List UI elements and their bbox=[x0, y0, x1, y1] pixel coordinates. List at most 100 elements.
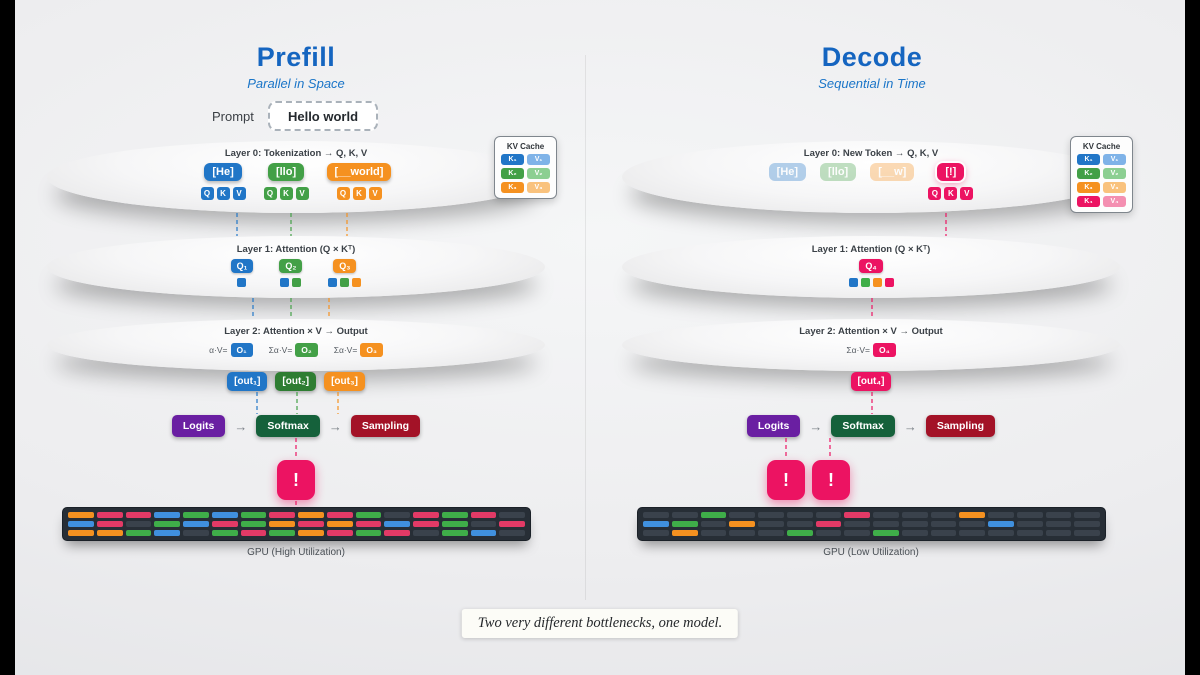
gpu-block bbox=[183, 530, 209, 536]
pipeline-stage: Sampling bbox=[350, 415, 421, 437]
k-pill: K₁ bbox=[501, 154, 524, 165]
pipeline-stage: Sampling bbox=[925, 415, 996, 437]
gpu-block bbox=[844, 512, 870, 518]
prefill-pipeline: Logits → Softmax → Sampling bbox=[47, 415, 545, 437]
gpu-block bbox=[1074, 512, 1100, 518]
gpu-block bbox=[643, 521, 669, 527]
k-pill: K₂ bbox=[1077, 168, 1100, 179]
gpu-block bbox=[183, 512, 209, 518]
kv-cache-row: K₃ V₃ bbox=[1077, 182, 1126, 193]
kv-cache-row: K₁ V₁ bbox=[1077, 154, 1126, 165]
qkv-badge: K bbox=[352, 187, 366, 200]
out-token-badge: [out₃] bbox=[324, 372, 365, 391]
token-badge: [llo] bbox=[820, 163, 857, 181]
gpu-block bbox=[988, 530, 1014, 536]
token-column: [He] Q K V bbox=[200, 163, 246, 200]
token-badge: [He] bbox=[768, 163, 807, 181]
gpu-block bbox=[326, 512, 353, 518]
gpu-block bbox=[873, 512, 899, 518]
arrow-right-icon: → bbox=[809, 418, 823, 434]
gpu-block bbox=[815, 512, 842, 518]
decode-layer0-blob: Layer 0: New Token → Q, K, V [He] [llo] [_… bbox=[622, 141, 1120, 213]
gpu-block bbox=[844, 521, 870, 527]
gpu-block bbox=[96, 512, 123, 518]
qkv-badge: Q bbox=[263, 187, 277, 200]
gpu-block bbox=[355, 530, 382, 536]
generated-token: ! bbox=[277, 460, 315, 500]
gpu-block bbox=[96, 521, 123, 527]
output-formula: Σα·V= bbox=[333, 345, 358, 355]
gpu-block bbox=[959, 512, 985, 518]
gpu-block bbox=[298, 530, 324, 536]
qkv-badge: V bbox=[232, 187, 246, 200]
decode-layer1-title: Layer 1: Attention (Q × Kᵀ) bbox=[811, 244, 931, 255]
decode-pipeline: Logits → Softmax → Sampling bbox=[622, 415, 1120, 437]
gpu-block bbox=[1045, 512, 1072, 518]
output-formula: α·V= bbox=[209, 345, 228, 355]
gpu-block bbox=[959, 530, 985, 536]
connector-line bbox=[871, 298, 873, 319]
left-letterbox-bar bbox=[0, 0, 15, 675]
out-token-badge: [out₄] bbox=[850, 372, 892, 391]
gpu-block bbox=[988, 512, 1014, 518]
pipeline-stage: Logits bbox=[171, 415, 226, 437]
gpu-block bbox=[873, 530, 899, 536]
gpu-block bbox=[729, 512, 755, 518]
output-item: Σα·V= O₃ bbox=[334, 343, 383, 357]
gpu-block bbox=[815, 530, 842, 536]
arrow-right-icon: → bbox=[234, 418, 248, 434]
kv-cache-row: K₃ V₃ bbox=[501, 182, 550, 193]
qkv-badge: V bbox=[960, 187, 974, 200]
caption-text: Two very different bottlenecks, one mode… bbox=[477, 615, 723, 631]
gpu-block bbox=[930, 521, 957, 527]
gpu-block bbox=[384, 512, 410, 518]
gpu-block bbox=[700, 512, 727, 518]
gpu-block bbox=[125, 530, 152, 536]
token-column: [llo] bbox=[820, 163, 857, 181]
gpu-block bbox=[240, 512, 267, 518]
prefill-title: Prefill bbox=[256, 42, 336, 72]
caption-pill: Two very different bottlenecks, one mode… bbox=[461, 609, 739, 638]
gpu-block bbox=[901, 530, 928, 536]
arrow-right-icon: → bbox=[903, 418, 917, 434]
query-badge: Q₄ bbox=[859, 259, 883, 273]
v-pill: V₃ bbox=[527, 182, 550, 193]
gpu-block bbox=[988, 521, 1014, 527]
gpu-block bbox=[326, 530, 353, 536]
gpu-block bbox=[873, 521, 899, 527]
attention-cells bbox=[848, 278, 894, 287]
prefill-gpu-bar bbox=[62, 507, 531, 541]
token-column: [__world] Q K V bbox=[326, 163, 392, 200]
gpu-block bbox=[269, 530, 295, 536]
gpu-block bbox=[1045, 521, 1072, 527]
query-badge: Q₁ bbox=[230, 259, 254, 273]
gpu-block bbox=[326, 521, 353, 527]
k-pill: K₃ bbox=[501, 182, 524, 193]
gpu-block bbox=[211, 530, 238, 536]
token-badge: [__world] bbox=[326, 163, 392, 181]
decode-query-row: Q₄ bbox=[848, 259, 894, 287]
attention-cell bbox=[328, 278, 338, 287]
prefill-token-row: [He] Q K V [llo] Q K V [__world] Q K V bbox=[200, 163, 392, 200]
attention-cell bbox=[860, 278, 870, 287]
prefill-layer0-blob: Layer 0: Tokenization → Q, K, V [He] Q K V[… bbox=[47, 141, 545, 213]
gpu-block bbox=[211, 521, 238, 527]
decode-kv-cache: KV Cache K₁ V₁ K₂ V₂ K₃ V₃ K₄ V₄ bbox=[1070, 136, 1133, 213]
decode-layer1-blob: Layer 1: Attention (Q × Kᵀ) Q₄ bbox=[622, 236, 1120, 298]
gpu-block bbox=[470, 512, 497, 518]
v-pill: V₄ bbox=[1103, 196, 1126, 207]
gpu-block bbox=[786, 530, 813, 536]
gpu-block bbox=[68, 521, 94, 527]
connector-line bbox=[346, 213, 348, 236]
output-item: Σα·V= O₄ bbox=[846, 343, 896, 357]
gpu-block bbox=[384, 521, 410, 527]
prefill-subtitle: Parallel in Space bbox=[247, 76, 345, 91]
prefill-kv-cache: KV Cache K₁ V₁ K₂ V₂ K₃ V₃ bbox=[494, 136, 557, 199]
k-pill: K₄ bbox=[1077, 196, 1100, 207]
gpu-block bbox=[758, 512, 784, 518]
prompt-value: Hello world bbox=[287, 108, 359, 124]
v-pill: V₂ bbox=[527, 168, 550, 179]
gpu-block bbox=[413, 512, 439, 518]
gpu-block bbox=[786, 521, 813, 527]
